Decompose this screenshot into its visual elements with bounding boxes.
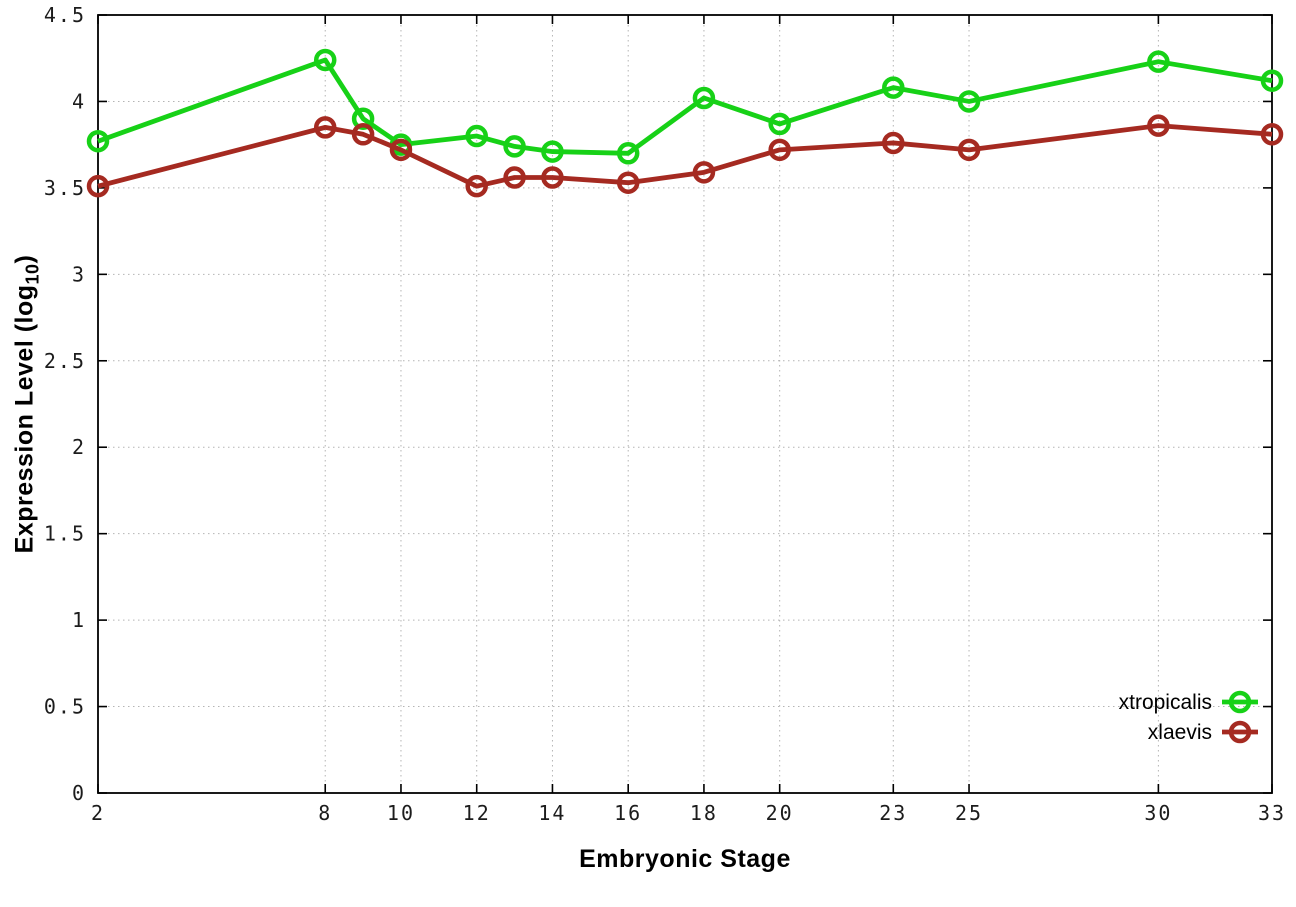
- y-tick-label-4: 4: [72, 89, 86, 113]
- x-tick-label-14: 14: [538, 801, 566, 825]
- y-axis-title-close: ): [10, 254, 39, 264]
- x-tick-label-16: 16: [614, 801, 642, 825]
- data-point-xtropicalis-13: [503, 135, 526, 158]
- x-tick-label-25: 25: [955, 801, 983, 825]
- x-tick-label-12: 12: [463, 801, 491, 825]
- y-tick-label-0.5: 0.5: [44, 695, 86, 719]
- plot-border: [97, 14, 1273, 794]
- y-axis-title: Expression Level (log10): [11, 255, 44, 554]
- data-point-xtropicalis-9: [351, 107, 375, 130]
- data-point-xtropicalis-20: [768, 112, 791, 136]
- y-tick-label-2.5: 2.5: [44, 349, 86, 373]
- data-point-xlaevis-14: [541, 166, 564, 189]
- data-point-xlaevis-25: [957, 138, 981, 162]
- data-point-xtropicalis-23: [882, 76, 905, 99]
- data-point-xlaevis-30: [1147, 114, 1170, 137]
- y-tick-label-2: 2: [72, 435, 86, 459]
- x-tick-label-2: 2: [91, 801, 105, 825]
- y-tick-label-1: 1: [72, 608, 86, 632]
- data-point-xlaevis-23: [882, 131, 905, 155]
- data-point-xlaevis-18: [692, 161, 716, 184]
- data-point-xlaevis-16: [616, 171, 640, 194]
- y-tick-label-1.5: 1.5: [44, 522, 86, 546]
- legend-marker-xtropicalis: [1228, 690, 1252, 714]
- data-point-xlaevis-13: [503, 166, 526, 189]
- legend-marker-xlaevis: [1228, 720, 1252, 744]
- data-point-xtropicalis-8: [313, 48, 337, 72]
- x-tick-label-23: 23: [879, 801, 907, 825]
- data-point-xlaevis-2: [86, 174, 110, 198]
- x-tick-label-10: 10: [387, 801, 415, 825]
- data-point-xlaevis-9: [351, 123, 375, 146]
- x-axis-title: Embryonic Stage: [579, 845, 791, 873]
- legend-label-xlaevis: xlaevis: [1148, 721, 1212, 744]
- data-point-xlaevis-8: [313, 116, 337, 139]
- data-point-xtropicalis-30: [1147, 50, 1170, 73]
- legend-label-xtropicalis: xtropicalis: [1119, 691, 1212, 714]
- data-point-xtropicalis-14: [541, 140, 564, 163]
- data-point-xtropicalis-18: [692, 86, 716, 110]
- y-tick-label-3.5: 3.5: [44, 176, 86, 200]
- data-point-xtropicalis-2: [86, 129, 110, 153]
- y-tick-label-4.5: 4.5: [44, 3, 86, 27]
- x-tick-label-33: 33: [1258, 801, 1286, 825]
- data-point-xtropicalis-33: [1260, 69, 1284, 92]
- data-point-xtropicalis-12: [465, 124, 488, 148]
- x-tick-label-18: 18: [690, 801, 718, 825]
- x-tick-label-20: 20: [766, 801, 794, 825]
- y-axis-title-text: Expression Level (log: [10, 284, 39, 554]
- data-point-xlaevis-33: [1260, 123, 1284, 146]
- x-tick-label-30: 30: [1144, 801, 1172, 825]
- data-point-xtropicalis-25: [957, 90, 981, 113]
- data-point-xlaevis-20: [768, 138, 791, 162]
- y-tick-label-3: 3: [72, 262, 86, 286]
- y-tick-label-0: 0: [72, 781, 86, 805]
- y-axis-title-subscript: 10: [22, 263, 43, 285]
- x-tick-label-8: 8: [318, 801, 332, 825]
- data-point-xlaevis-12: [465, 174, 488, 198]
- data-point-xtropicalis-16: [616, 142, 640, 165]
- data-point-xlaevis-10: [389, 138, 413, 162]
